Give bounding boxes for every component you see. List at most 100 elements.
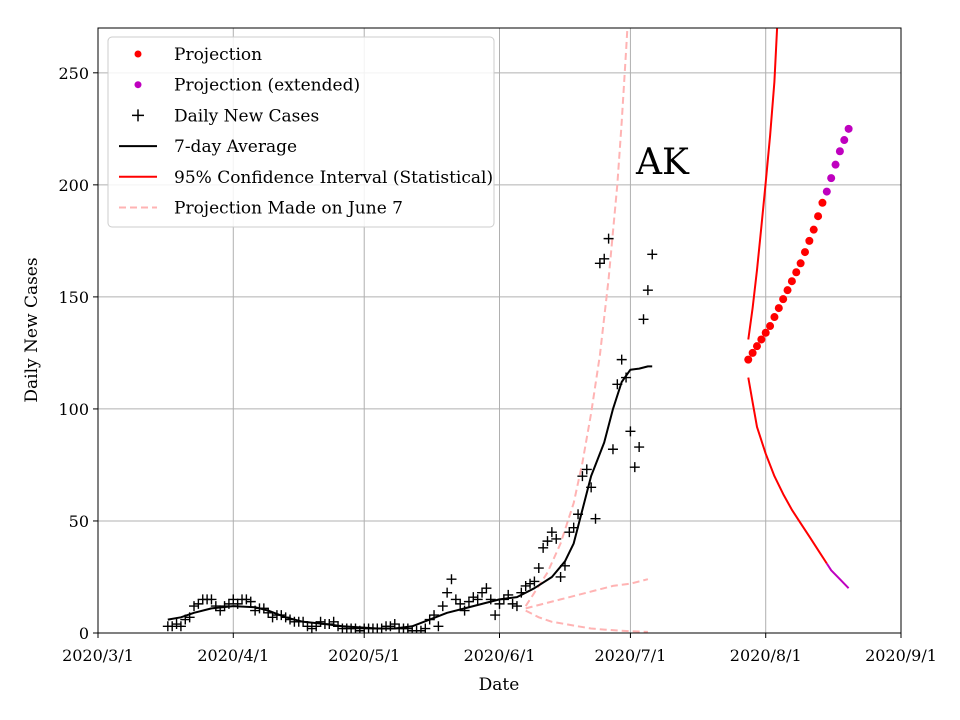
daily-new-cases-point <box>612 379 623 390</box>
y-tick-label: 250 <box>58 64 89 83</box>
daily-new-cases-point <box>298 616 309 627</box>
daily-new-cases-point <box>468 592 479 603</box>
projection-extended-point <box>831 160 840 169</box>
daily-new-cases-point <box>642 285 653 296</box>
projection-point <box>783 286 792 295</box>
daily-new-cases-point <box>258 603 269 614</box>
projection-point <box>779 295 788 304</box>
daily-new-cases-point <box>559 560 570 571</box>
daily-new-cases-point <box>455 598 466 609</box>
daily-new-cases-point <box>315 616 326 627</box>
projection-point <box>757 335 766 344</box>
daily-new-cases-point <box>625 426 636 437</box>
daily-new-cases-point <box>629 462 640 473</box>
daily-new-cases-point <box>385 621 396 632</box>
daily-new-cases-point <box>450 594 461 605</box>
y-tick-label: 0 <box>79 624 89 643</box>
daily-new-cases-point <box>429 610 440 621</box>
legend-7-day-average-label: 7-day Average <box>174 137 297 157</box>
daily-new-cases-point <box>333 621 344 632</box>
projection-point <box>748 348 757 357</box>
daily-new-cases-point <box>477 587 488 598</box>
daily-new-cases-point <box>437 601 448 612</box>
daily-new-cases-point <box>324 619 335 630</box>
projection-extended-point <box>835 147 844 156</box>
daily-new-cases-point <box>267 612 278 623</box>
daily-new-cases-point <box>568 522 579 533</box>
daily-new-cases-point <box>424 614 435 625</box>
plot-area <box>162 28 853 633</box>
x-tick-label: 2020/9/1 <box>865 646 937 665</box>
daily-new-cases-point <box>647 249 658 260</box>
95-ci-lower-extended-line <box>825 562 850 589</box>
daily-new-cases-point <box>607 444 618 455</box>
daily-new-cases-point <box>189 601 200 612</box>
daily-new-cases-point <box>494 598 505 609</box>
projection-point <box>792 268 801 277</box>
daily-new-cases-point <box>542 536 553 547</box>
legend-daily-new-cases-label: Daily New Cases <box>174 106 319 126</box>
legend-projection-label: Projection <box>174 45 262 65</box>
legend-projection-extended-label: Projection (extended) <box>174 76 360 96</box>
y-tick-label: 150 <box>58 288 89 307</box>
daily-new-cases-point <box>306 623 317 633</box>
daily-new-cases-point <box>215 605 226 616</box>
daily-new-cases-point <box>311 621 322 632</box>
daily-new-cases-point <box>167 621 178 632</box>
y-tick-label: 200 <box>58 176 89 195</box>
7-day-average-line <box>167 365 653 630</box>
daily-new-cases-point <box>599 253 610 264</box>
x-axis-label: Date <box>479 675 520 695</box>
june-7-lower-line <box>525 609 648 633</box>
projection-extended-point <box>844 124 853 133</box>
axes: 2020/3/1 2020/4/1 2020/5/1 2020/6/1 2020/7/1… <box>58 64 936 665</box>
daily-new-cases-point <box>180 614 191 625</box>
daily-new-cases-point <box>520 580 531 591</box>
projection-point <box>800 248 809 257</box>
daily-new-cases-point <box>564 527 575 538</box>
daily-new-cases-point <box>245 596 256 607</box>
daily-new-cases-point <box>638 314 649 325</box>
daily-new-cases-point <box>463 596 474 607</box>
daily-new-cases-point <box>402 623 413 633</box>
daily-new-cases-point <box>376 623 387 633</box>
projection-point <box>809 225 818 234</box>
daily-new-cases-point <box>546 527 557 538</box>
legend: Projection Projection (extended) Daily New… <box>107 36 495 228</box>
daily-new-cases-point <box>206 594 217 605</box>
daily-new-cases-point <box>285 614 296 625</box>
daily-new-cases-point <box>223 598 234 609</box>
x-tick-label: 2020/6/1 <box>464 646 536 665</box>
projection-point <box>818 198 827 207</box>
x-tick-label: 2020/4/1 <box>197 646 269 665</box>
projection-point <box>805 236 814 245</box>
daily-new-cases-point <box>415 625 426 633</box>
daily-new-cases-point <box>184 612 195 623</box>
legend-projection-marker <box>134 50 142 58</box>
95-ci-lower-line <box>747 377 828 565</box>
daily-new-cases-point <box>533 563 544 574</box>
x-tick-label: 2020/8/1 <box>730 646 802 665</box>
daily-new-cases-point <box>276 610 287 621</box>
x-tick-label: 2020/3/1 <box>62 646 134 665</box>
projection-point <box>787 277 796 286</box>
daily-new-cases-point <box>263 607 274 618</box>
daily-new-cases-point <box>507 598 518 609</box>
daily-new-cases-point <box>354 625 365 633</box>
legend-projection-extended-marker <box>134 81 142 89</box>
daily-new-cases-point <box>302 621 313 632</box>
95-ci-upper-line <box>747 28 779 340</box>
daily-new-cases-point <box>472 594 483 605</box>
legend-box <box>107 36 495 228</box>
state-annotation: AK <box>635 142 690 183</box>
daily-new-cases-point <box>551 533 562 544</box>
daily-new-cases-point <box>490 610 501 621</box>
daily-new-cases-point <box>511 601 522 612</box>
projection-point <box>770 313 779 322</box>
daily-new-cases-point <box>280 612 291 623</box>
daily-new-cases-point <box>442 587 453 598</box>
x-tick-label: 2020/5/1 <box>328 646 400 665</box>
projection-point <box>761 328 770 337</box>
daily-new-cases-point <box>529 576 540 587</box>
daily-new-cases-point <box>573 509 584 520</box>
